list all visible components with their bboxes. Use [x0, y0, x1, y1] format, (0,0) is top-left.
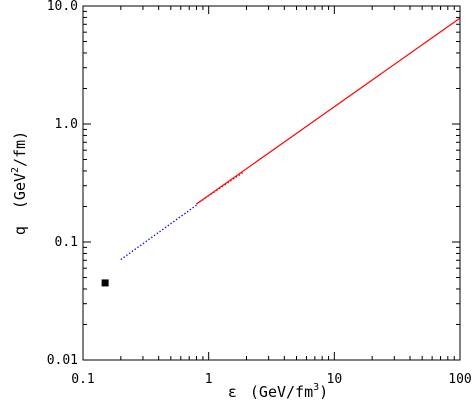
x-axis-symbol: ε — [228, 383, 237, 401]
x-tick-label: 100 — [448, 372, 471, 387]
x-axis-label: ε (GeV/fm3) — [228, 382, 328, 401]
x-tick-labels: 0.1 1 10 100 — [71, 372, 471, 387]
x-tick-label: 1 — [205, 372, 213, 387]
data-series — [101, 17, 461, 287]
x-axis-unit-sup: 3 — [313, 382, 319, 393]
axis-ticks — [82, 6, 460, 361]
x-axis-unit-post: ) — [319, 383, 328, 401]
x-axis-unit-pre: (GeV/fm — [250, 383, 313, 401]
series-line-0-solid — [196, 17, 461, 205]
series-line-2-dotted — [196, 171, 245, 205]
data-point-square-0 — [101, 279, 109, 287]
x-tick-label: 0.1 — [71, 372, 94, 387]
x-tick-label: 10 — [327, 372, 343, 387]
y-tick-label: 0.01 — [47, 353, 78, 368]
y-axis-unit-pre: (GeV — [11, 173, 29, 209]
y-tick-label: 1.0 — [55, 117, 78, 132]
y-tick-labels: 0.01 0.1 1.0 10.0 — [47, 0, 78, 368]
series-line-1-dotted — [120, 204, 197, 261]
y-axis-unit-sup: 2 — [10, 167, 21, 173]
y-tick-label: 0.1 — [55, 235, 78, 250]
y-axis-unit-post: /fm) — [11, 131, 29, 167]
y-axis-symbol: q — [11, 226, 29, 235]
y-axis-label: q (GeV2/fm) — [10, 131, 29, 235]
plot-frame — [82, 5, 461, 361]
y-tick-label: 10.0 — [47, 0, 78, 14]
